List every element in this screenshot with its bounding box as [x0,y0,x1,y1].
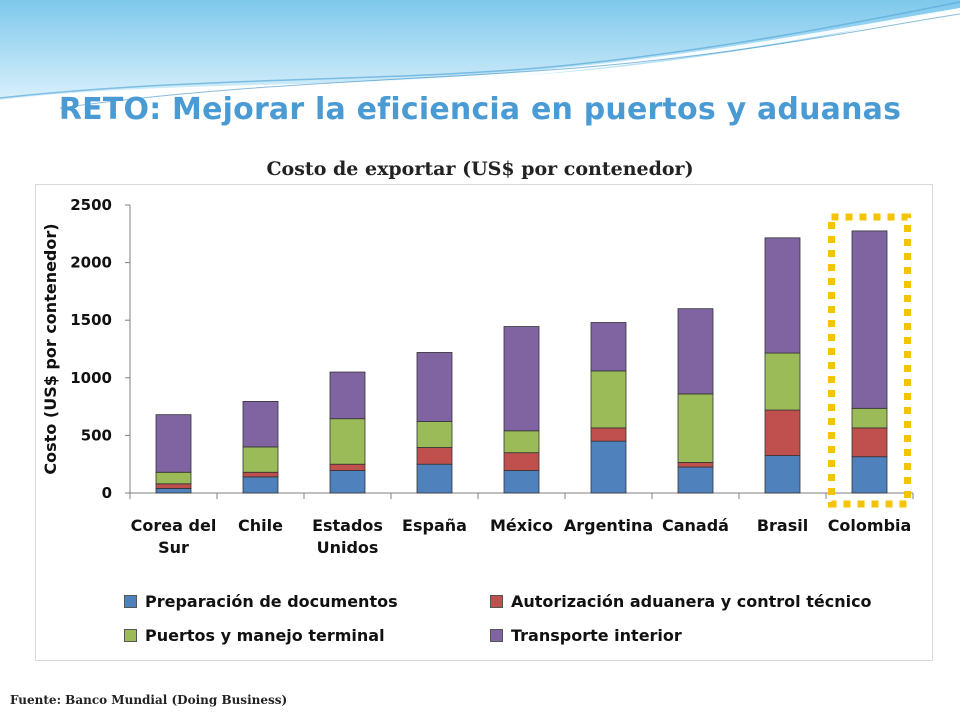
bar-segment [677,466,714,494]
chart-title: Costo de exportar (US$ por contenedor) [266,158,694,180]
bar-segment [590,440,627,494]
x-tick-label: Argentina [564,516,653,535]
x-tick-label: Canadá [662,516,729,535]
bar-segment [329,371,366,420]
bar-segment [851,230,888,409]
bar-segment [242,401,279,448]
x-tick-label-line: Estados [312,516,383,535]
slide-title: RETO: Mejorar la eficiencia en puertos y… [58,92,902,127]
bar-segment [329,463,366,471]
y-axis-label: Costo (US$ por contenedor) [41,223,60,474]
x-tick-label-line: Sur [158,538,189,557]
bar-segment [242,476,279,494]
header-wave-decoration [0,0,960,109]
bar-segment [764,237,801,354]
bar-segment [155,471,192,485]
bar-segment [590,427,627,442]
y-tick-label: 2500 [70,196,112,214]
bar-segment [155,487,192,494]
bar-segment [329,470,366,494]
x-tick-label-line: Corea del [131,516,217,535]
x-tick-label: México [490,516,553,535]
bar-segment [329,418,366,465]
x-tick-label: Estados Unidos [312,516,383,557]
bar-segment [155,483,192,489]
bar-segment [416,352,453,422]
y-tick-label: 2000 [70,254,112,272]
bar-segment [416,463,453,494]
x-tick-label-line: Unidos [317,538,379,557]
bar-segment [503,470,540,494]
bar-segment [677,393,714,463]
x-tick-label: Corea del Sur [131,516,217,557]
bar-segment [155,414,192,473]
x-tick-label-line: México [490,516,553,535]
x-tick-label: España [402,516,467,535]
x-tick-label-line: Canadá [662,516,729,535]
bar-segment [242,471,279,478]
bar-segment [416,447,453,465]
x-tick-label-line: España [402,516,467,535]
x-tick-label-line: Chile [238,516,283,535]
bar-segment [764,455,801,494]
bar-segment [764,409,801,456]
y-tick-label: 500 [81,426,112,444]
bar-segment [851,407,888,429]
x-tick-label-line: Colombia [828,516,912,535]
bar-segment [764,352,801,411]
y-tick-label: 0 [102,484,112,502]
x-tick-label: Brasil [757,516,808,535]
bar-segment [503,452,540,471]
y-tick-label: 1500 [70,311,112,329]
bar-segment [503,430,540,454]
bar-segment [677,308,714,395]
bar-segment [851,456,888,494]
x-tick-label: Chile [238,516,283,535]
x-tick-label-line: Argentina [564,516,653,535]
y-tick-label: 1000 [70,369,112,387]
x-tick-label-line: Brasil [757,516,808,535]
bar-segment [677,462,714,468]
bar-segment [416,421,453,448]
bar-segment [242,446,279,473]
x-tick-label: Colombia [828,516,912,535]
bar-segment [851,427,888,458]
source-note: Fuente: Banco Mundial (Doing Business) [10,693,288,707]
bar-segment [590,370,627,429]
bar-segment [503,326,540,432]
bar-segment [590,322,627,372]
